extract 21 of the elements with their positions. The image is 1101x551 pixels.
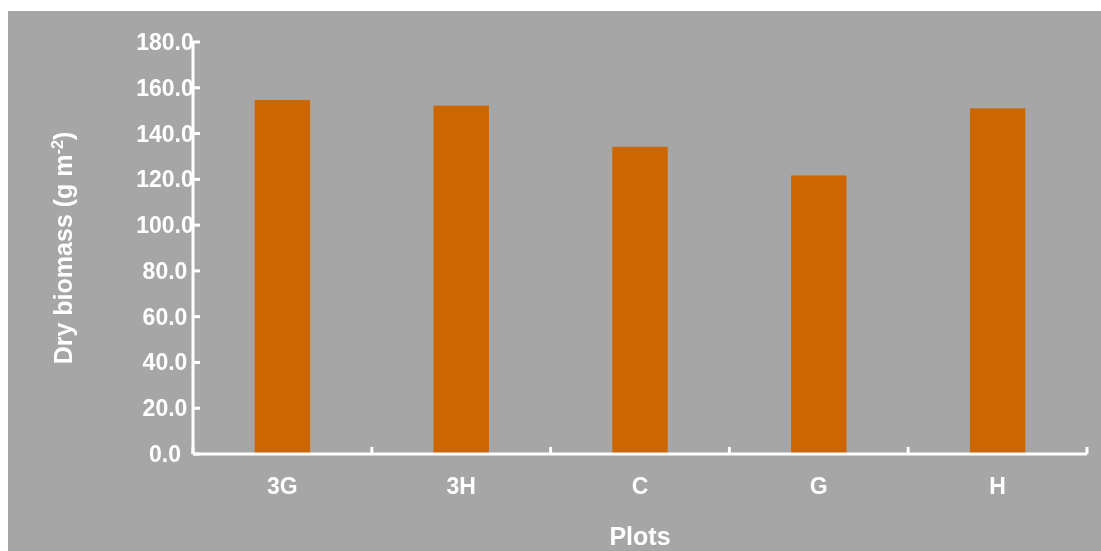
x-tick-label: G (809, 473, 828, 499)
bar (612, 146, 668, 454)
bar (791, 175, 847, 454)
y-tick-label: 140.0 (136, 120, 194, 147)
x-tick-label: C (631, 473, 649, 499)
bar (433, 105, 489, 454)
y-tick-label: 20.0 (142, 395, 188, 422)
y-tick-label: 120.0 (136, 166, 194, 193)
x-tick-label: H (989, 473, 1006, 499)
x-tick-label: 3G (267, 473, 298, 499)
y-tick-label: 100.0 (136, 212, 194, 239)
bar (969, 108, 1026, 454)
y-tick-label: 180.0 (136, 29, 194, 56)
y-tick-label: 160.0 (136, 74, 194, 101)
y-tick-label: 60.0 (142, 303, 188, 330)
x-tick-label: 3H (446, 473, 476, 499)
y-tick-label: 0.0 (149, 441, 181, 468)
x-axis-title: Plots (609, 522, 671, 550)
bar (254, 99, 311, 454)
y-tick-label: 40.0 (142, 349, 188, 376)
y-tick-label: 80.0 (142, 257, 188, 284)
